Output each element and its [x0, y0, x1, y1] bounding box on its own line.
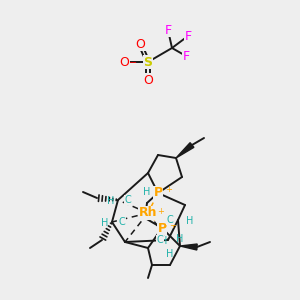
- Text: +: +: [165, 185, 172, 194]
- Polygon shape: [180, 244, 197, 250]
- Polygon shape: [176, 143, 194, 158]
- Text: H: H: [186, 216, 194, 226]
- Text: F: F: [182, 50, 190, 62]
- Text: Rh: Rh: [139, 206, 157, 220]
- Text: C: C: [157, 235, 164, 245]
- Text: H: H: [106, 196, 114, 206]
- Text: C: C: [167, 215, 173, 225]
- Text: O: O: [143, 74, 153, 86]
- Text: +: +: [169, 221, 176, 230]
- Text: H: H: [166, 249, 174, 259]
- Text: F: F: [184, 29, 192, 43]
- Text: O: O: [135, 38, 145, 50]
- Text: O: O: [119, 56, 129, 68]
- Text: +: +: [157, 206, 164, 215]
- Text: H: H: [176, 234, 183, 244]
- Text: C: C: [124, 195, 131, 205]
- Text: P: P: [158, 221, 166, 235]
- Text: H: H: [142, 187, 150, 197]
- Text: H: H: [100, 218, 108, 228]
- Text: C: C: [118, 217, 125, 227]
- Text: F: F: [164, 23, 172, 37]
- Text: H: H: [160, 236, 168, 246]
- Text: P: P: [153, 187, 163, 200]
- Text: S: S: [143, 56, 152, 68]
- Text: −: −: [129, 58, 137, 68]
